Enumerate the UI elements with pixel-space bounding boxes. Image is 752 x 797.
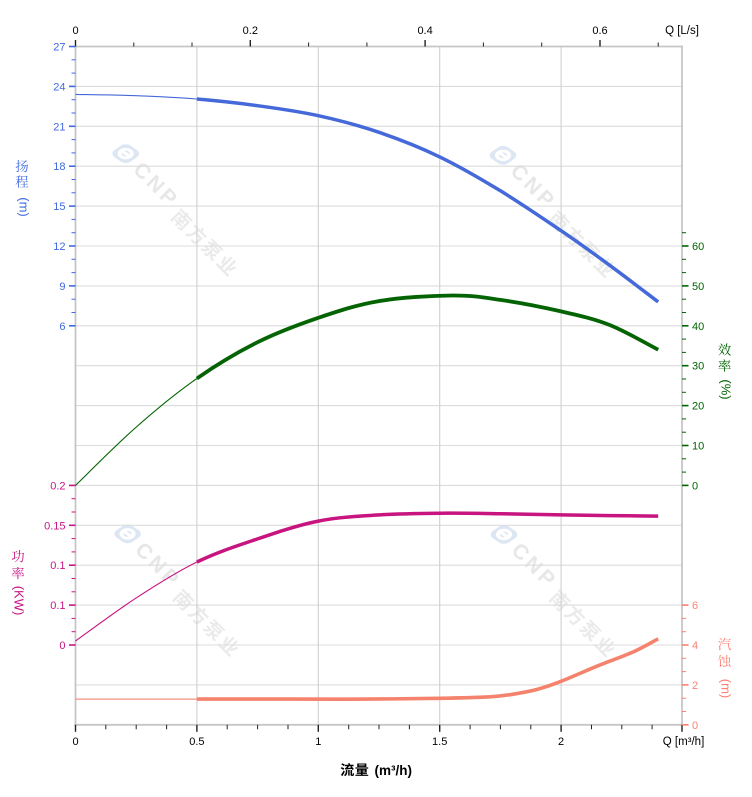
svg-text:0.15: 0.15 xyxy=(44,520,65,532)
svg-text:0.6: 0.6 xyxy=(592,25,607,37)
svg-text:0: 0 xyxy=(72,736,78,748)
svg-text:1: 1 xyxy=(315,736,321,748)
svg-text:27: 27 xyxy=(53,42,65,54)
svg-text:(m): (m) xyxy=(719,679,734,699)
svg-text:(%): (%) xyxy=(719,379,734,399)
svg-text:50: 50 xyxy=(692,281,704,293)
svg-text:0.1: 0.1 xyxy=(50,560,65,572)
svg-text:Q [L/s]: Q [L/s] xyxy=(665,25,699,37)
svg-text:(m³/h): (m³/h) xyxy=(375,763,413,778)
svg-text:2: 2 xyxy=(558,736,564,748)
svg-text:10: 10 xyxy=(692,441,704,453)
svg-text:(KW): (KW) xyxy=(12,586,27,616)
svg-text:4: 4 xyxy=(692,640,698,652)
svg-text:0.4: 0.4 xyxy=(417,25,432,37)
svg-text:30: 30 xyxy=(692,361,704,373)
svg-text:0: 0 xyxy=(692,480,698,492)
svg-text:9: 9 xyxy=(59,281,65,293)
svg-text:6: 6 xyxy=(59,321,65,333)
svg-text:60: 60 xyxy=(692,241,704,253)
svg-text:15: 15 xyxy=(53,201,65,213)
svg-text:(m): (m) xyxy=(17,197,32,217)
svg-text:21: 21 xyxy=(53,121,65,133)
svg-text:40: 40 xyxy=(692,321,704,333)
svg-text:Q [m³/h]: Q [m³/h] xyxy=(663,736,705,748)
svg-text:24: 24 xyxy=(53,81,65,93)
svg-text:0.2: 0.2 xyxy=(50,480,65,492)
svg-text:0: 0 xyxy=(59,640,65,652)
svg-text:0.1: 0.1 xyxy=(50,600,65,612)
svg-text:12: 12 xyxy=(53,241,65,253)
svg-text:0: 0 xyxy=(692,720,698,732)
svg-text:0.2: 0.2 xyxy=(243,25,258,37)
svg-text:0: 0 xyxy=(72,25,78,37)
svg-text:0.5: 0.5 xyxy=(189,736,204,748)
svg-text:18: 18 xyxy=(53,161,65,173)
svg-text:20: 20 xyxy=(692,401,704,413)
svg-text:6: 6 xyxy=(692,600,698,612)
svg-text:2: 2 xyxy=(692,680,698,692)
svg-text:1.5: 1.5 xyxy=(432,736,447,748)
